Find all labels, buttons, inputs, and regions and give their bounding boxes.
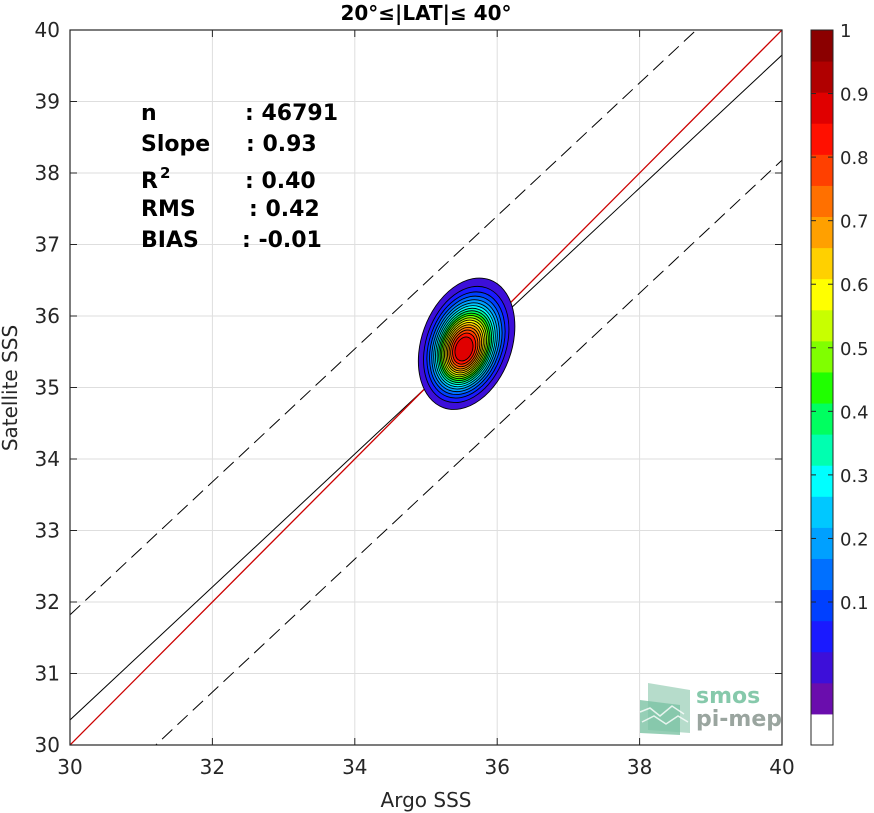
- y-axis-ticks: 30 31 32 33 34 35 36 37 38 39 40: [35, 18, 782, 757]
- y-tick-label: 38: [35, 161, 60, 185]
- stat-label: R: [141, 169, 158, 194]
- colorbar-band: [811, 247, 833, 280]
- grid: [69, 29, 783, 746]
- colorbar-tick-label: 0.1: [840, 593, 869, 614]
- colorbar-band: [811, 92, 833, 124]
- colorbar-band: [811, 30, 833, 62]
- colorbar-band: [811, 527, 833, 559]
- colorbar-band: [811, 434, 833, 466]
- x-tick-label: 40: [769, 755, 794, 779]
- stat-label: BIAS: [141, 228, 199, 253]
- colorbar-tick-label: 0.2: [840, 529, 869, 550]
- x-tick-label: 30: [57, 755, 82, 779]
- x-axis-ticks: 30 32 34 36 38 40: [57, 30, 795, 779]
- colorbar-tick-label: 1: [840, 21, 851, 42]
- chart-title: 20°≤|LAT|≤ 40°: [340, 1, 511, 25]
- colorbar-band: [811, 713, 833, 746]
- colorbar-band: [811, 589, 833, 622]
- density-contours: [417, 277, 516, 410]
- y-tick-label: 35: [35, 376, 60, 400]
- colorbar-band: [811, 216, 833, 249]
- colorbar-tick-label: 0.7: [840, 212, 869, 233]
- colorbar-band: [811, 496, 833, 528]
- contour-level: [454, 336, 474, 362]
- stat-value: : 0.40: [245, 169, 316, 194]
- colorbar-band: [811, 154, 833, 186]
- colorbar-band: [811, 61, 833, 93]
- colorbar-band: [811, 123, 833, 155]
- x-tick-label: 32: [200, 755, 225, 779]
- colorbar-band: [811, 682, 833, 715]
- smos-pi-mep-logo: smos pi-mep: [639, 683, 782, 735]
- colorbar-tick-label: 0.8: [840, 148, 869, 169]
- stat-label: Slope: [141, 132, 210, 157]
- stat-value: : 46791: [245, 101, 338, 126]
- y-tick-label: 39: [35, 90, 60, 114]
- colorbar-band: [811, 465, 833, 497]
- colorbar-band: [811, 371, 833, 404]
- colorbar-band: [811, 620, 833, 653]
- y-tick-label: 37: [35, 233, 60, 257]
- stats-box: n : 46791 Slope : 0.93 R 2 : 0.40 RMS : 0.42 BIAS…: [141, 101, 338, 253]
- stat-label: RMS: [141, 197, 196, 222]
- logo-line1: smos: [696, 684, 760, 709]
- colorbar-band: [811, 403, 833, 435]
- y-tick-label: 31: [35, 662, 60, 686]
- stat-value: : 0.93: [246, 132, 317, 157]
- colorbar-band: [811, 309, 833, 342]
- x-tick-label: 38: [627, 755, 652, 779]
- stat-superscript: 2: [160, 164, 170, 182]
- colorbar-frame: [810, 29, 834, 746]
- y-tick-label: 34: [35, 447, 60, 471]
- y-tick-label: 33: [35, 519, 60, 543]
- colorbar-tick-label: 0.6: [840, 275, 869, 296]
- logo-line2: pi-mep: [696, 707, 782, 732]
- stat-value: : -0.01: [242, 228, 322, 253]
- colorbar-band: [811, 185, 833, 218]
- y-tick-label: 36: [35, 304, 60, 328]
- y-axis-label: Satellite SSS: [0, 325, 22, 451]
- colorbar-band: [811, 340, 833, 373]
- colorbar-tick-label: 0.5: [840, 339, 869, 360]
- colorbar: 0.1 0.2 0.3 0.4 0.5 0.6 0.7 0.8 0.9 1: [810, 21, 869, 746]
- y-tick-label: 40: [35, 18, 60, 42]
- logo-mark-icon: [639, 683, 690, 735]
- x-tick-label: 34: [342, 755, 367, 779]
- colorbar-tick-label: 0.9: [840, 85, 869, 106]
- colorbar-tick-label: 0.3: [840, 466, 869, 487]
- x-tick-label: 36: [484, 755, 509, 779]
- colorbar-band: [811, 651, 833, 684]
- upper-bound-line: [70, 30, 697, 616]
- stat-value: : 0.42: [249, 197, 320, 222]
- stat-label: n: [141, 101, 157, 126]
- lower-bound-line: [155, 159, 782, 745]
- y-tick-label: 32: [35, 590, 60, 614]
- colorbar-tick-label: 0.4: [840, 402, 869, 423]
- x-axis-label: Argo SSS: [381, 788, 472, 812]
- colorbar-band: [811, 558, 833, 591]
- y-tick-label: 30: [35, 733, 60, 757]
- colorbar-band: [811, 278, 833, 311]
